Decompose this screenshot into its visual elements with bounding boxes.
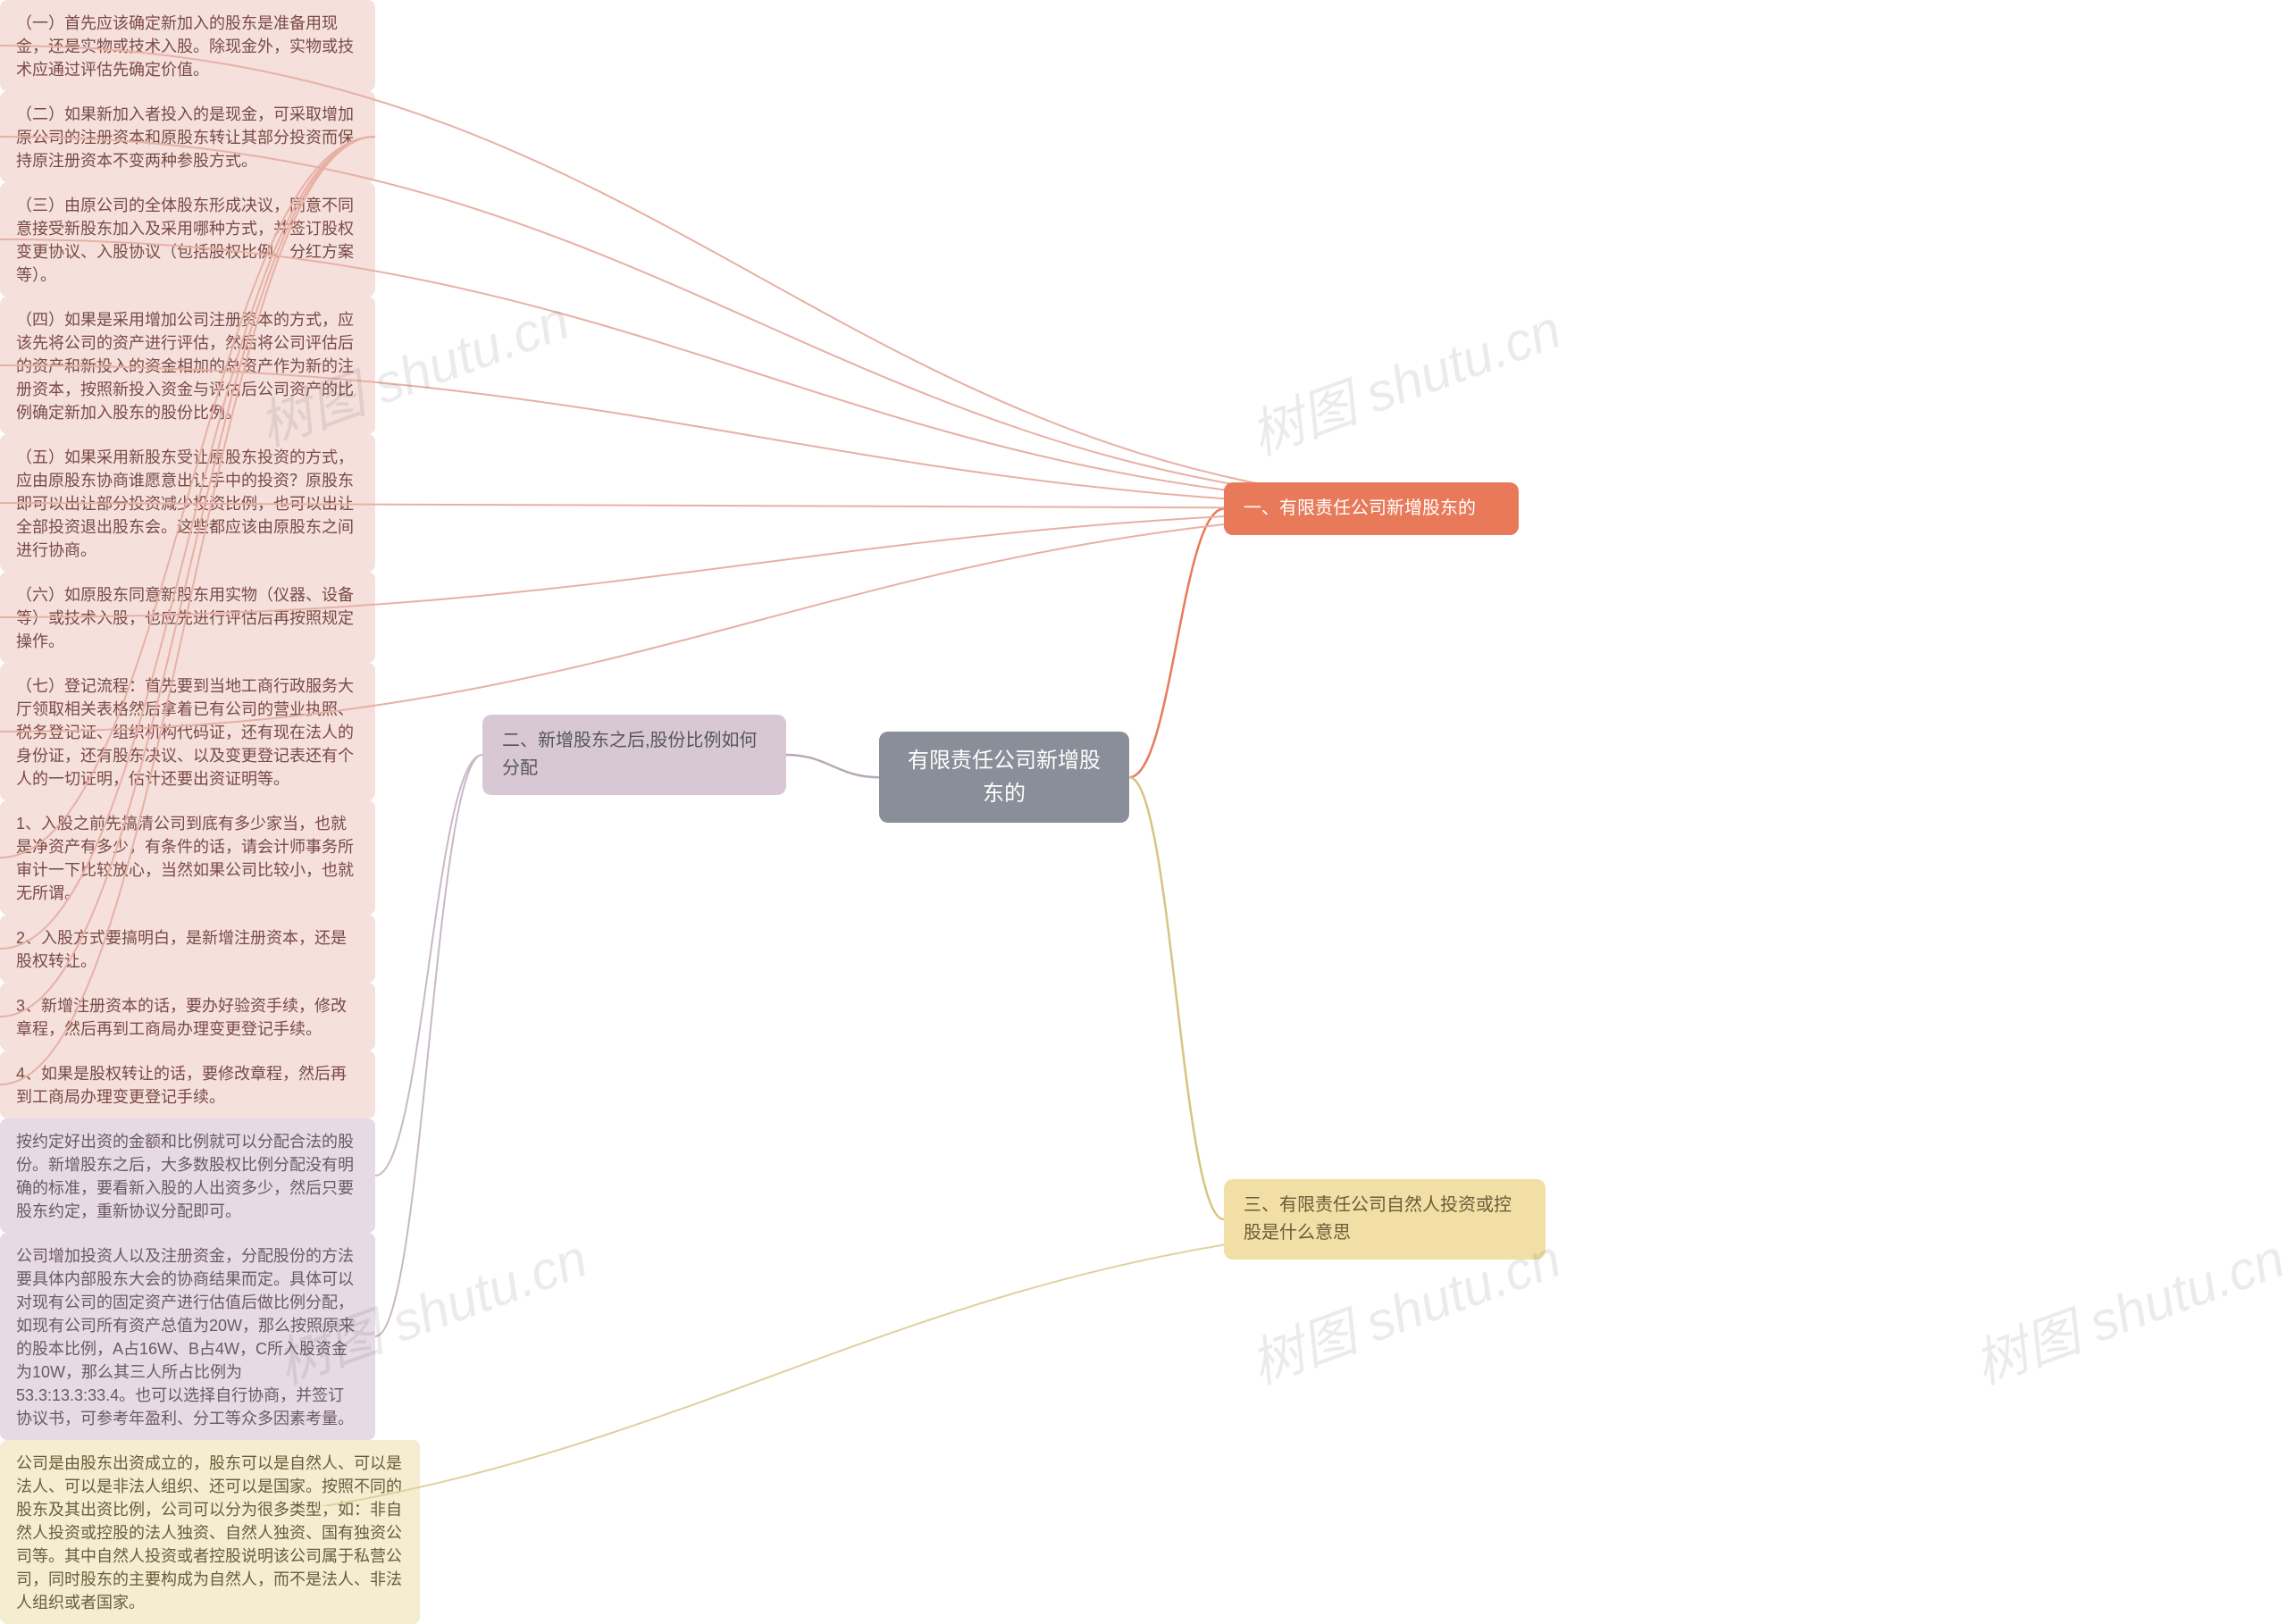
b1-sub-3: 3、新增注册资本的话，要办好验资手续，修改章程，然后再到工商局办理变更登记手续。: [0, 983, 375, 1051]
b1-leaf-7: （七）登记流程：首先要到当地工商行政服务大厅领取相关表格然后拿着已有公司的营业执…: [0, 663, 375, 800]
b1-leaf-3: （三）由原公司的全体股东形成决议，同意不同意接受新股东加入及采用哪种方式，并签订…: [0, 182, 375, 297]
b1-leaf-4: （四）如果是采用增加公司注册资本的方式，应该先将公司的资产进行评估，然后将公司评…: [0, 297, 375, 434]
b1-leaf-2: （二）如果新加入者投入的是现金，可采取增加原公司的注册资本和原股东转让其部分投资…: [0, 91, 375, 182]
root-node: 有限责任公司新增股东的: [879, 732, 1129, 823]
watermark: 树图 shutu.cn: [1962, 1215, 2287, 1399]
b1-sub-2: 2、入股方式要搞明白，是新增注册资本，还是股权转让。: [0, 915, 375, 983]
b2-leaf-2: 公司增加投资人以及注册资金，分配股份的方法要具体内部股东大会的协商结果而定。具体…: [0, 1233, 375, 1440]
b1-leaf-6: （六）如原股东同意新股东用实物（仪器、设备等）或技术入股，也应先进行评估后再按照…: [0, 572, 375, 663]
branch-1: 一、有限责任公司新增股东的: [1224, 482, 1519, 535]
b3-leaf-1: 公司是由股东出资成立的，股东可以是自然人、可以是法人、可以是非法人组织、还可以是…: [0, 1440, 420, 1624]
b1-sub-4: 4、如果是股权转让的话，要修改章程，然后再到工商局办理变更登记手续。: [0, 1051, 375, 1118]
b1-leaf-1: （一）首先应该确定新加入的股东是准备用现金，还是实物或技术入股。除现金外，实物或…: [0, 0, 375, 91]
b2-leaf-1: 按约定好出资的金额和比例就可以分配合法的股份。新增股东之后，大多数股权比例分配没…: [0, 1118, 375, 1233]
watermark: 树图 shutu.cn: [1238, 286, 1570, 470]
b1-leaf-5: （五）如果采用新股东受让原股东投资的方式，应由原股东协商谁愿意出让手中的投资？原…: [0, 434, 375, 572]
branch-2: 二、新增股东之后,股份比例如何分配: [482, 715, 786, 795]
b1-sub-1: 1、入股之前先搞清公司到底有多少家当，也就是净资产有多少，有条件的话，请会计师事…: [0, 800, 375, 915]
branch-3: 三、有限责任公司自然人投资或控股是什么意思: [1224, 1179, 1546, 1260]
